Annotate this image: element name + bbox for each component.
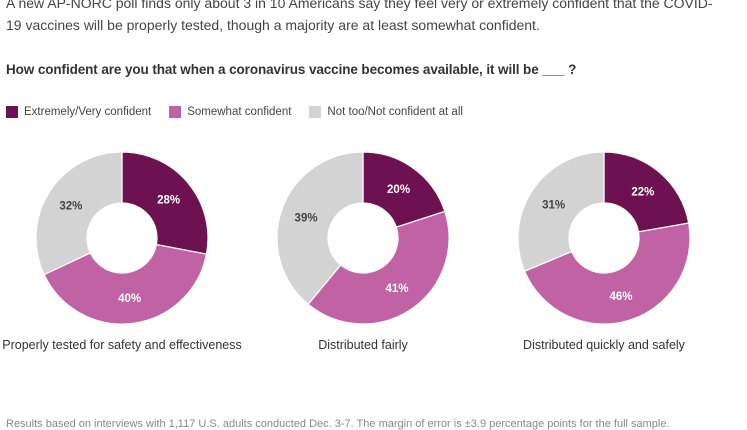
slice-label-very-confident: 20% <box>387 184 410 196</box>
slice-not-confident <box>35 152 123 276</box>
slice-very-confident <box>603 152 690 233</box>
slice-label-very-confident: 28% <box>157 194 180 206</box>
chart-caption-properly-tested: Properly tested for safety and effective… <box>2 338 242 352</box>
donut-chart-distributed-fairly: 20% 41% 39% Distributed fairly <box>253 152 473 352</box>
legend-item-very-confident: Extremely/Very confident <box>6 106 151 118</box>
slice-very-confident <box>121 152 209 255</box>
slice-label-somewhat-confident: 40% <box>118 293 141 305</box>
slice-label-very-confident: 22% <box>631 187 654 199</box>
slice-label-somewhat-confident: 41% <box>385 283 408 295</box>
donut-svg-quickly-safely: 22% 46% 31% <box>517 152 691 325</box>
slice-somewhat-confident <box>307 210 450 325</box>
intro-text: A new AP-NORC poll finds only about 3 in… <box>6 0 713 33</box>
slice-label-not-confident: 31% <box>542 199 565 211</box>
legend: Extremely/Very confident Somewhat confid… <box>6 106 481 118</box>
slice-label-somewhat-confident: 46% <box>610 291 633 303</box>
legend-label-not-confident: Not too/Not confident at all <box>327 106 463 118</box>
footnote: Results based on interviews with 1,117 U… <box>6 418 670 430</box>
donut-chart-quickly-safely: 22% 46% 31% Distributed quickly and safely <box>494 152 714 352</box>
donut-svg-properly-tested: 28% 40% 32% <box>35 152 209 325</box>
legend-label-somewhat-confident: Somewhat confident <box>187 106 292 118</box>
legend-swatch-very-confident <box>6 106 18 118</box>
slice-somewhat-confident <box>43 243 208 325</box>
survey-question: How confident are you that when a corona… <box>6 62 577 77</box>
slice-not-confident <box>517 152 605 273</box>
legend-item-somewhat-confident: Somewhat confident <box>169 106 291 118</box>
slice-not-confident <box>276 152 364 306</box>
donut-chart-properly-tested: 28% 40% 32% Properly tested for safety and… <box>2 152 242 352</box>
slice-very-confident <box>362 152 446 228</box>
legend-label-very-confident: Extremely/Very confident <box>24 106 152 118</box>
slice-label-not-confident: 39% <box>295 213 318 225</box>
legend-swatch-not-confident <box>309 106 322 118</box>
slice-somewhat-confident <box>523 222 691 325</box>
legend-item-not-confident: Not too/Not confident at all <box>309 106 463 118</box>
donut-svg-distributed-fairly: 20% 41% 39% <box>276 152 450 325</box>
chart-caption-quickly-safely: Distributed quickly and safely <box>523 338 685 352</box>
chart-caption-distributed-fairly: Distributed fairly <box>318 338 408 352</box>
legend-swatch-somewhat-confident <box>169 106 182 118</box>
slice-label-not-confident: 32% <box>59 201 82 213</box>
